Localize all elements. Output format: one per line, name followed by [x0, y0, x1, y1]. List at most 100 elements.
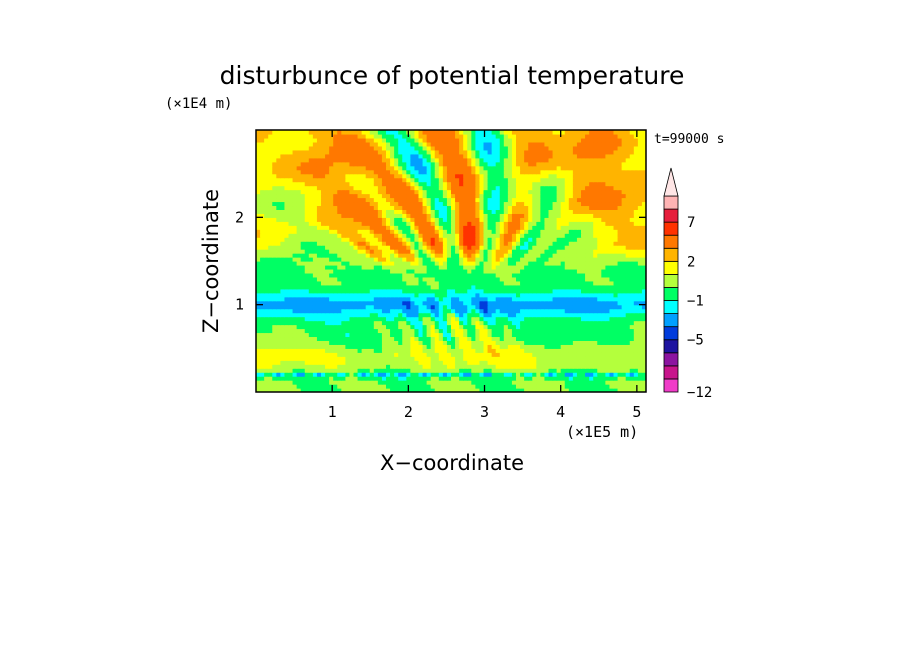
- field-cell: [621, 217, 627, 222]
- field-cell: [564, 268, 570, 274]
- field-cell: [268, 193, 273, 199]
- field-cell: [361, 217, 367, 222]
- field-cell: [467, 276, 472, 282]
- field-cell: [272, 328, 277, 334]
- field-cell: [463, 189, 468, 195]
- field-cell: [613, 229, 619, 234]
- field-cell: [312, 344, 318, 349]
- field-cell: [329, 253, 334, 258]
- field-cell: [386, 241, 391, 246]
- field-cell: [576, 197, 582, 203]
- field-cell: [621, 276, 627, 282]
- field-cell: [451, 304, 456, 310]
- field-cell: [353, 312, 359, 318]
- field-cell: [524, 292, 529, 298]
- field-cell: [264, 336, 269, 341]
- field-cell: [609, 380, 615, 385]
- field-cell: [585, 296, 590, 302]
- field-cell: [406, 352, 411, 357]
- field-cell: [390, 288, 395, 294]
- field-cell: [495, 372, 501, 377]
- field-cell: [536, 217, 541, 222]
- field-cell: [284, 352, 290, 357]
- field-cell: [300, 241, 306, 246]
- field-cell: [597, 384, 602, 389]
- field-cell: [637, 368, 643, 373]
- field-cell: [491, 292, 497, 298]
- field-cell: [499, 272, 505, 278]
- field-cell: [487, 253, 493, 258]
- field-cell: [491, 189, 497, 195]
- field-cell: [467, 237, 472, 242]
- field-cell: [552, 284, 558, 290]
- field-cell: [402, 308, 407, 314]
- field-cell: [589, 336, 594, 341]
- field-cell: [418, 336, 424, 341]
- field-cell: [641, 241, 646, 246]
- field-cell: [487, 308, 493, 314]
- field-cell: [507, 316, 513, 322]
- field-cell: [337, 217, 342, 222]
- field-cell: [637, 312, 643, 318]
- field-cell: [296, 344, 302, 349]
- field-cell: [532, 388, 537, 392]
- field-cell: [398, 280, 403, 286]
- field-cell: [589, 372, 594, 377]
- field-cell: [536, 237, 541, 242]
- field-cell: [576, 364, 582, 369]
- field-cell: [625, 257, 631, 262]
- field-cell: [333, 185, 338, 191]
- field-cell: [369, 245, 375, 250]
- field-cell: [422, 264, 428, 270]
- field-cell: [426, 213, 432, 218]
- field-cell: [292, 288, 298, 294]
- field-cell: [325, 288, 330, 294]
- field-cell: [572, 292, 578, 298]
- field-cell: [264, 213, 269, 218]
- field-cell: [438, 352, 444, 357]
- field-cell: [532, 352, 537, 357]
- field-cell: [536, 245, 541, 250]
- field-cell: [260, 249, 265, 254]
- field-cell: [560, 332, 566, 338]
- field-cell: [532, 372, 537, 377]
- field-cell: [467, 296, 472, 302]
- field-cell: [386, 324, 391, 330]
- field-cell: [422, 312, 428, 318]
- field-cell: [589, 380, 594, 385]
- field-cell: [272, 324, 277, 330]
- field-cell: [272, 296, 277, 302]
- field-cell: [446, 209, 452, 214]
- field-cell: [292, 280, 298, 286]
- field-cell: [264, 261, 269, 266]
- field-cell: [410, 356, 416, 361]
- field-cell: [511, 336, 517, 341]
- field-cell: [536, 376, 541, 381]
- field-cell: [637, 221, 643, 226]
- field-cell: [333, 380, 338, 385]
- field-cell: [560, 213, 566, 218]
- field-cell: [386, 257, 391, 262]
- field-cell: [402, 272, 407, 278]
- field-cell: [637, 356, 643, 361]
- field-cell: [284, 292, 290, 298]
- field-cell: [256, 388, 261, 392]
- field-cell: [365, 237, 371, 242]
- field-cell: [576, 261, 582, 266]
- field-cell: [406, 372, 411, 377]
- field-cell: [284, 249, 290, 254]
- field-cell: [280, 372, 286, 377]
- field-cell: [572, 217, 578, 222]
- field-cell: [467, 197, 472, 203]
- field-cell: [369, 249, 375, 254]
- field-cell: [357, 336, 363, 341]
- field-cell: [471, 209, 476, 214]
- field-cell: [394, 280, 399, 286]
- field-cell: [475, 209, 481, 214]
- field-cell: [597, 229, 602, 234]
- field-cell: [499, 340, 505, 345]
- field-cell: [260, 272, 265, 278]
- field-cell: [556, 217, 562, 222]
- field-cell: [568, 356, 574, 361]
- field-cell: [260, 197, 265, 203]
